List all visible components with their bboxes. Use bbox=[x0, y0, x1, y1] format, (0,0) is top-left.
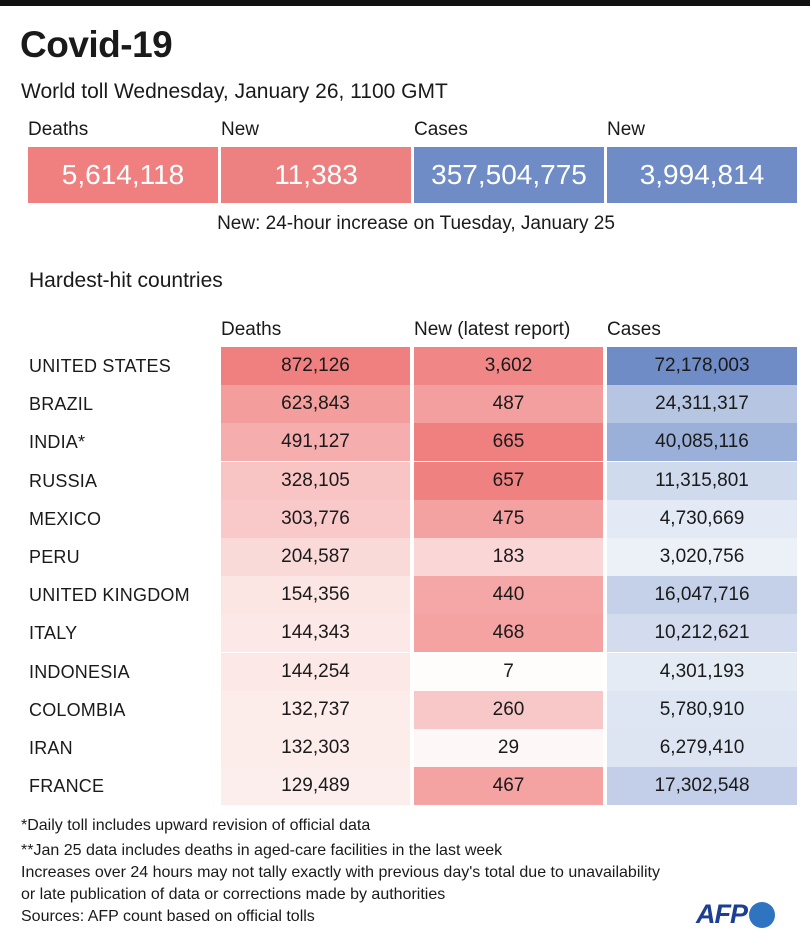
cell-new: 29 bbox=[414, 729, 603, 767]
cell-new: 183 bbox=[414, 538, 603, 576]
row-country-name: COLOMBIA bbox=[29, 700, 126, 720]
cell-cases: 16,047,716 bbox=[607, 576, 797, 614]
cell-deaths: 132,737 bbox=[221, 691, 410, 729]
footnote: Sources: AFP count based on official tol… bbox=[21, 908, 315, 925]
cell-deaths: 129,489 bbox=[221, 767, 410, 805]
cell-new: 3,602 bbox=[414, 347, 603, 385]
page-title: Covid-19 bbox=[20, 24, 173, 65]
footnote: or late publication of data or correctio… bbox=[21, 886, 446, 903]
cell-cases: 40,085,116 bbox=[607, 423, 797, 461]
cell-cases: 11,315,801 bbox=[607, 462, 797, 500]
cell-deaths: 154,356 bbox=[221, 576, 410, 614]
cell-cases: 17,302,548 bbox=[607, 767, 797, 805]
cell-cases: 10,212,621 bbox=[607, 614, 797, 652]
column-header-deaths: Deaths bbox=[221, 319, 282, 340]
cell-deaths: 623,843 bbox=[221, 385, 410, 423]
summary-label-cases: Cases bbox=[414, 119, 468, 140]
cell-new: 260 bbox=[414, 691, 603, 729]
column-header-cases: Cases bbox=[607, 319, 661, 340]
cell-new: 468 bbox=[414, 614, 603, 652]
section-title: Hardest-hit countries bbox=[29, 269, 223, 292]
cell-deaths: 872,126 bbox=[221, 347, 410, 385]
cell-cases: 6,279,410 bbox=[607, 729, 797, 767]
summary-box-deaths: 5,614,118 bbox=[28, 147, 218, 203]
cell-deaths: 328,105 bbox=[221, 462, 410, 500]
cell-cases: 3,020,756 bbox=[607, 538, 797, 576]
row-country-name: BRAZIL bbox=[29, 394, 94, 414]
row-country-name: RUSSIA bbox=[29, 471, 98, 491]
row-country-name: ITALY bbox=[29, 623, 78, 643]
cell-deaths: 132,303 bbox=[221, 729, 410, 767]
row-country-name: INDIA* bbox=[29, 432, 86, 452]
row-country-name: UNITED KINGDOM bbox=[29, 585, 190, 605]
column-header-new: New (latest report) bbox=[414, 319, 571, 340]
cell-deaths: 303,776 bbox=[221, 500, 410, 538]
row-country-name: MEXICO bbox=[29, 509, 102, 529]
cell-new: 657 bbox=[414, 462, 603, 500]
cell-deaths: 491,127 bbox=[221, 423, 410, 461]
row-country-name: INDONESIA bbox=[29, 662, 130, 682]
afp-logo-dot bbox=[749, 902, 775, 928]
cell-new: 475 bbox=[414, 500, 603, 538]
cell-deaths: 144,343 bbox=[221, 614, 410, 652]
cell-new: 7 bbox=[414, 653, 603, 691]
summary-box-cases: 357,504,775 bbox=[414, 147, 604, 203]
cell-new: 487 bbox=[414, 385, 603, 423]
summary-label-deaths: Deaths bbox=[28, 119, 89, 140]
summary-label-new-cases: New bbox=[607, 119, 646, 140]
cell-cases: 24,311,317 bbox=[607, 385, 797, 423]
cell-cases: 5,780,910 bbox=[607, 691, 797, 729]
top-rule bbox=[0, 0, 810, 6]
footnote: **Jan 25 data includes deaths in aged-ca… bbox=[21, 842, 503, 859]
cell-deaths: 144,254 bbox=[221, 653, 410, 691]
summary-label-new-deaths: New bbox=[221, 119, 260, 140]
row-country-name: FRANCE bbox=[29, 776, 105, 796]
afp-logo-text: AFP bbox=[696, 898, 748, 929]
summary-note: New: 24-hour increase on Tuesday, Januar… bbox=[217, 213, 615, 234]
cell-new: 665 bbox=[414, 423, 603, 461]
footnote: Increases over 24 hours may not tally ex… bbox=[21, 864, 660, 881]
afp-logo: AFP bbox=[696, 896, 775, 932]
summary-box-new-cases: 3,994,814 bbox=[607, 147, 797, 203]
page-subtitle: World toll Wednesday, January 26, 1100 G… bbox=[21, 80, 448, 103]
footnote: *Daily toll includes upward revision of … bbox=[21, 817, 371, 834]
row-country-name: IRAN bbox=[29, 738, 73, 758]
summary-box-new-deaths: 11,383 bbox=[221, 147, 411, 203]
cell-cases: 4,730,669 bbox=[607, 500, 797, 538]
cell-cases: 4,301,193 bbox=[607, 653, 797, 691]
row-country-name: PERU bbox=[29, 547, 80, 567]
cell-new: 467 bbox=[414, 767, 603, 805]
cell-cases: 72,178,003 bbox=[607, 347, 797, 385]
row-country-name: UNITED STATES bbox=[29, 356, 171, 376]
cell-deaths: 204,587 bbox=[221, 538, 410, 576]
cell-new: 440 bbox=[414, 576, 603, 614]
